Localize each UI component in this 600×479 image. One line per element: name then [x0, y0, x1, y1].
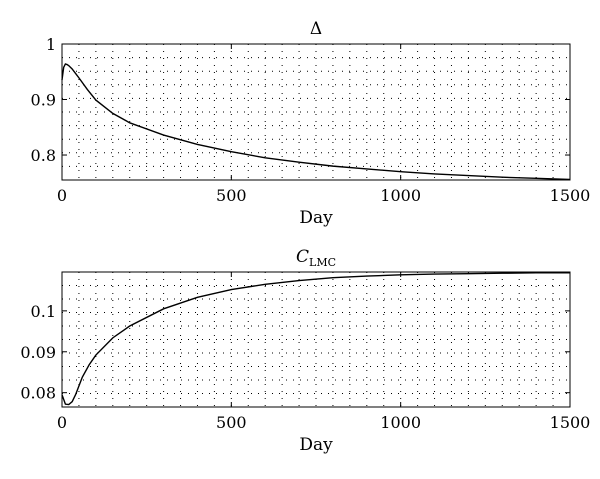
x-axis-title: Day: [299, 208, 333, 228]
plot-frame: [61, 43, 571, 181]
y-tick-labels: 0.8 0.9 1: [31, 35, 56, 165]
x-tick-label: 500: [216, 413, 247, 432]
plot-title-main: C: [296, 247, 309, 267]
grid: [62, 272, 570, 407]
y-tick-label: 0.08: [20, 384, 56, 403]
x-tick-label: 1500: [550, 186, 591, 205]
x-tick-labels: 0 500 1000 1500: [57, 186, 590, 205]
x-tick-label: 1000: [380, 186, 421, 205]
y-tick-label: 0.09: [20, 343, 56, 362]
x-tick-label: 1500: [550, 413, 591, 432]
series-line: [61, 63, 571, 181]
plot-title: Δ: [310, 19, 322, 39]
y-tick-label: 1: [46, 35, 56, 54]
x-axis-title: Day: [299, 435, 333, 455]
ticks: [61, 272, 571, 407]
grid: [62, 44, 570, 180]
panel-delta: 0 500 1000 1500 0.8 0.9 1 Δ Day: [31, 19, 591, 228]
y-tick-label: 0.8: [31, 146, 56, 165]
x-tick-label: 0: [57, 413, 67, 432]
series-line: [61, 272, 570, 406]
y-tick-label: 0.1: [31, 302, 56, 321]
x-tick-label: 0: [57, 186, 67, 205]
plot-title-subscript: LMC: [309, 256, 336, 269]
panel-clmc: 0 500 1000 1500 0.08 0.09 0.1 CLMC Day: [20, 247, 590, 455]
y-tick-label: 0.9: [31, 91, 56, 110]
y-tick-labels: 0.08 0.09 0.1: [20, 302, 56, 403]
plot-frame: [61, 271, 571, 408]
x-tick-label: 500: [216, 186, 247, 205]
x-tick-labels: 0 500 1000 1500: [57, 413, 590, 432]
ticks: [61, 43, 571, 180]
x-tick-label: 1000: [380, 413, 421, 432]
plot-title: CLMC: [296, 247, 336, 269]
